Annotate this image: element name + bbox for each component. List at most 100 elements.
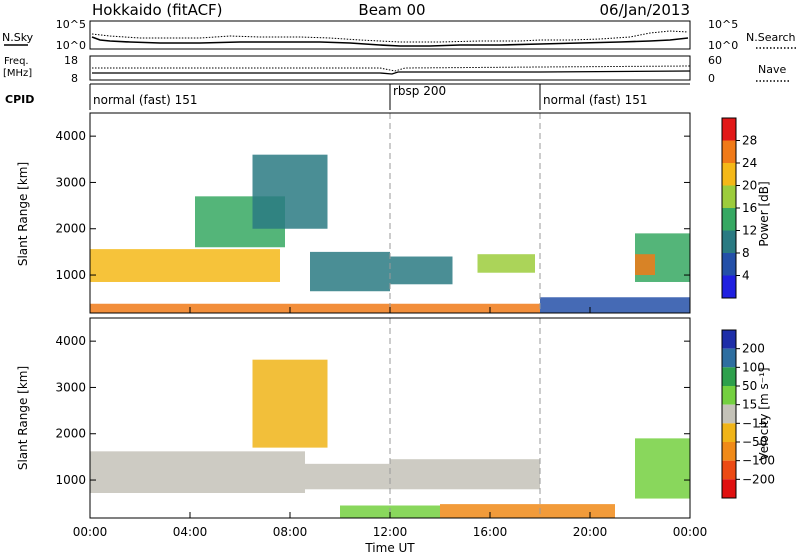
colorbar-label: 8 [742,246,750,260]
freq-unit: [MHz] [3,68,32,79]
velocity-colorbar: 200 100 50 15 −15 −50 −100 −200 [721,329,775,499]
colorbar-label: −100 [742,454,775,468]
colorbar-segment [722,442,736,461]
cpid-label: CPID [5,93,34,106]
colorbar-segment [722,348,736,368]
colorbar-segment [722,185,736,208]
x-tick-label: 20:00 [573,525,608,539]
y-tick-label: 1000 [55,268,86,282]
velocity-ylabel: Slant Range [km] [16,366,30,470]
x-tick-label: 16:00 [473,525,508,539]
velocity-panel: 1000 2000 3000 4000 Slant Range [km] [16,317,691,519]
scatter-region-1 [90,451,305,493]
colorbar-label: 4 [742,269,750,283]
scatter-region-7 [635,438,690,499]
colorbar-segment [722,367,736,386]
colorbar-segment [722,479,736,498]
noise-tick-left-top: 10^5 [56,18,86,31]
scatter-region-10 [635,254,655,276]
x-tick-label: 00:00 [73,525,108,539]
velocity-regions [90,359,690,518]
scatter-region-3 [305,463,390,490]
colorbar-segment [722,230,736,253]
colorbar-label: −200 [742,472,775,486]
x-tick-label: 12:00 [373,525,408,539]
noise-tick-right-bottom: 10^0 [708,39,738,52]
power-scale-label: Power [dB] [757,181,771,246]
noise-tick-right-top: 10^5 [708,18,738,31]
x-tick-label: 00:00 [673,525,708,539]
colorbar-label: 28 [742,134,757,148]
nave-trace [92,65,691,72]
noise-strip: N.Sky 10^5 10^0 10^5 10^0 N.Search [2,18,798,52]
time-axis-label: Time UT [364,541,415,554]
colorbar-frame [721,329,737,499]
scatter-region-5 [390,256,453,285]
freq-trace [92,70,691,75]
scatter-region-4 [390,459,540,490]
colorbar-segment [722,140,736,163]
colorbar-label: 16 [742,201,757,215]
velocity-y-axis: 1000 2000 3000 4000 [55,334,690,487]
colorbar-label: 200 [742,342,765,356]
y-tick-label: 1000 [55,473,86,487]
y-tick-label: 2000 [55,222,86,236]
freq-label: Freq. [4,56,29,67]
scatter-region-6 [477,254,535,273]
colorbar-label: 24 [742,156,757,170]
colorbar-segment [722,460,736,480]
colorbar-segment [722,208,736,231]
power-regions [90,154,690,313]
y-tick-label: 4000 [55,334,86,348]
colorbar-label: 15 [742,398,757,412]
y-tick-label: 3000 [55,380,86,394]
frequency-strip: Freq. [MHz] 18 8 60 0 Nave [3,54,790,85]
noise-sky-trace [91,36,689,47]
cpid-mode-2: rbsp 200 [393,84,446,98]
scatter-region-1 [90,249,280,282]
scatter-region-7 [90,303,540,313]
power-panel: 1000 2000 3000 4000 Slant Range [km] [16,112,691,314]
colorbar-segment [722,423,736,442]
nave-tick-bottom: 0 [708,72,715,85]
power-y-axis: 1000 2000 3000 4000 [55,129,690,282]
cpid-strip: CPID normal (fast) 151 rbsp 200 normal (… [5,83,690,110]
power-ylabel: Slant Range [km] [16,162,30,266]
nave-label: Nave [758,63,786,76]
x-tick-label: 08:00 [273,525,308,539]
nave-tick-top: 60 [708,54,722,67]
scatter-region-6 [440,504,615,518]
scatter-region-4 [310,251,390,292]
power-colorbar: 28 24 20 16 12 8 4 [721,117,757,299]
colorbar-label: 50 [742,379,757,393]
scatter-region-3 [252,154,328,229]
colorbar-segment [722,163,736,186]
colorbar-segment [722,275,736,298]
site-title: Hokkaido (fitACF) [92,1,223,19]
cpid-mode-3: normal (fast) 151 [543,93,647,107]
freq-tick-bottom: 8 [71,72,78,85]
colorbar-segment [722,404,736,424]
noise-tick-left-bottom: 10^0 [56,39,86,52]
cpid-mode-1: normal (fast) 151 [93,93,197,107]
y-tick-label: 2000 [55,427,86,441]
colorbar-segment [722,330,736,349]
date-title: 06/Jan/2013 [600,1,691,19]
colorbar-segment [722,118,736,141]
nsky-label: N.Sky [2,31,34,44]
velocity-scale-label: Velocity [m s⁻¹] [757,367,771,460]
freq-tick-top: 18 [64,54,78,67]
scatter-region-8 [540,297,690,313]
nsearch-label: N.Search [746,31,796,44]
colorbar-segment [722,386,736,405]
y-tick-label: 4000 [55,129,86,143]
colorbar-label: −50 [742,435,767,449]
x-tick-label: 04:00 [173,525,208,539]
colorbar-label: 20 [742,179,757,193]
noise-search-trace [91,30,689,43]
scatter-region-2 [252,359,328,448]
colorbar-label: −15 [742,416,767,430]
colorbar-label: 12 [742,224,757,238]
beam-title: Beam 00 [358,1,425,19]
